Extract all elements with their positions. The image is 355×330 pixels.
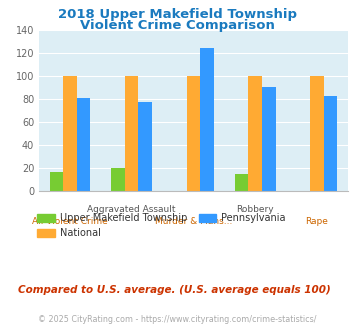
Bar: [248, 76, 262, 191]
Bar: [63, 76, 77, 191]
Legend: Upper Makefield Township, National, Pennsylvania: Upper Makefield Township, National, Penn…: [33, 210, 289, 242]
Text: All Violent Crime: All Violent Crime: [32, 217, 108, 226]
Bar: [200, 48, 214, 191]
Text: Compared to U.S. average. (U.S. average equals 100): Compared to U.S. average. (U.S. average …: [18, 285, 331, 295]
Bar: [324, 96, 337, 191]
Bar: [235, 174, 248, 191]
Bar: [125, 76, 138, 191]
Bar: [262, 87, 275, 191]
Bar: [187, 76, 200, 191]
Bar: [50, 172, 63, 191]
Bar: [138, 103, 152, 191]
Text: Murder & Mans...: Murder & Mans...: [155, 217, 232, 226]
Bar: [111, 168, 125, 191]
Bar: [310, 76, 324, 191]
Bar: [77, 98, 90, 191]
Text: 2018 Upper Makefield Township: 2018 Upper Makefield Township: [58, 8, 297, 21]
Text: Rape: Rape: [306, 217, 328, 226]
Text: Violent Crime Comparison: Violent Crime Comparison: [80, 19, 275, 32]
Text: Robbery: Robbery: [236, 205, 274, 214]
Text: Aggravated Assault: Aggravated Assault: [87, 205, 176, 214]
Text: © 2025 CityRating.com - https://www.cityrating.com/crime-statistics/: © 2025 CityRating.com - https://www.city…: [38, 315, 317, 324]
